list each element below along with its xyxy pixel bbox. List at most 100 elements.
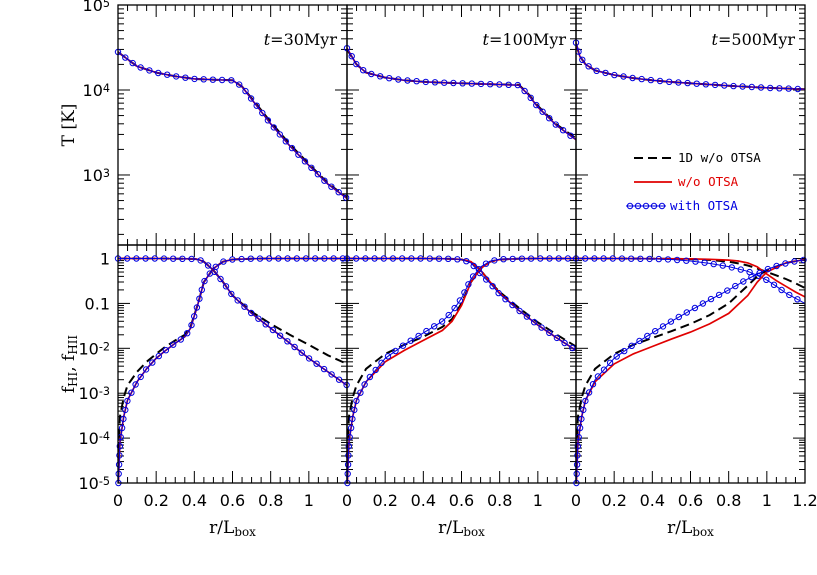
data-point-with-otsa — [357, 389, 364, 396]
data-point-with-otsa — [794, 85, 801, 93]
series-line-1d-wo-otsa — [118, 257, 347, 365]
data-point-with-otsa — [576, 424, 584, 432]
data-point-with-otsa — [800, 256, 807, 264]
data-point-with-otsa — [764, 265, 772, 273]
data-point-with-otsa — [692, 258, 699, 265]
data-point-with-otsa — [392, 347, 399, 355]
data-point-with-otsa — [786, 291, 793, 299]
data-point-with-otsa — [170, 341, 177, 348]
data-point-with-otsa — [342, 194, 350, 201]
data-point-with-otsa — [773, 262, 780, 270]
x-tick-label: 0.6 — [678, 491, 703, 510]
data-point-with-otsa — [652, 328, 659, 335]
data-point-with-otsa — [456, 297, 464, 304]
data-point-with-otsa — [613, 353, 620, 360]
data-point-with-otsa — [737, 266, 744, 273]
x-axis-label: r/Lbox — [667, 518, 714, 539]
legend-swatch-marker — [650, 202, 658, 210]
data-point-with-otsa — [149, 359, 156, 366]
data-point-with-otsa — [201, 277, 208, 285]
data-point-with-otsa — [177, 336, 185, 343]
x-tick-label: 0.4 — [182, 491, 207, 510]
data-point-with-otsa — [600, 366, 608, 373]
data-point-with-otsa — [559, 127, 567, 134]
data-point-with-otsa — [699, 300, 707, 307]
series-line-1d-wo-otsa — [118, 257, 347, 452]
data-point-with-otsa — [675, 313, 682, 321]
data-point-with-otsa — [638, 75, 645, 83]
data-point-with-otsa — [637, 255, 644, 262]
data-point-with-otsa — [142, 366, 150, 373]
data-point-with-otsa — [313, 360, 320, 367]
data-point-with-otsa — [593, 67, 600, 75]
data-point-with-otsa — [538, 324, 545, 331]
data-point-with-otsa — [546, 255, 553, 262]
data-point-with-otsa — [308, 164, 315, 172]
data-point-with-otsa — [321, 255, 328, 262]
data-point-with-otsa — [514, 81, 521, 89]
panel-fraction-100Myr: 0 0.2 0.4 0.6 0.8 1 r/Lbox — [342, 244, 577, 539]
series-line-with-otsa — [118, 258, 347, 386]
data-point-with-otsa — [450, 79, 457, 87]
data-point-with-otsa — [763, 276, 770, 283]
series-line-with-otsa — [347, 258, 576, 351]
data-point-with-otsa — [353, 397, 360, 405]
data-point-with-otsa — [732, 282, 739, 290]
data-point-with-otsa — [129, 59, 136, 67]
x-axis-label: r/Lbox — [209, 518, 256, 539]
data-point-with-otsa — [259, 109, 266, 117]
data-point-with-otsa — [234, 297, 241, 304]
data-point-with-otsa — [218, 76, 226, 84]
data-point-with-otsa — [124, 255, 131, 262]
x-tick-label: 0.4 — [411, 491, 436, 510]
data-point-with-otsa — [361, 381, 368, 388]
data-point-with-otsa — [133, 255, 140, 262]
series-line-1d-wo-otsa — [118, 51, 347, 199]
x-tick-label: 0.2 — [372, 491, 397, 510]
x-tick-label: 1.2 — [792, 491, 817, 510]
data-point-with-otsa — [256, 255, 264, 262]
data-point-with-otsa — [269, 326, 277, 334]
panel-frame — [346, 244, 577, 484]
data-point-with-otsa — [569, 344, 576, 352]
legend-item: with OTSA — [626, 198, 738, 213]
y-tick-label: 1 — [100, 250, 110, 269]
data-point-with-otsa — [483, 276, 490, 283]
data-point-with-otsa — [740, 278, 747, 285]
data-point-with-otsa — [422, 78, 429, 86]
data-point-with-otsa — [247, 95, 255, 102]
data-point-with-otsa — [320, 365, 328, 373]
data-point-with-otsa — [118, 424, 126, 432]
data-point-with-otsa — [778, 286, 785, 294]
y-tick-label: 103 — [83, 166, 110, 185]
panel-fraction-30Myr: 1 0.1 10-2 10-3 10-4 10-5 fHI, fHII 0 0.2 0.4 0.6 0… — [59, 244, 350, 539]
data-point-with-otsa — [264, 117, 272, 124]
data-point-with-otsa — [594, 373, 602, 380]
data-point-with-otsa — [344, 461, 352, 468]
y-tick-label: 10-2 — [78, 339, 110, 358]
data-point-with-otsa — [426, 255, 433, 262]
data-point-with-otsa — [395, 76, 402, 83]
data-point-with-otsa — [276, 332, 284, 339]
data-point-with-otsa — [191, 313, 198, 320]
data-point-with-otsa — [220, 258, 227, 265]
data-point-with-otsa — [188, 255, 195, 263]
data-point-with-otsa — [611, 71, 618, 79]
data-point-with-otsa — [683, 309, 690, 316]
data-point-with-otsa — [348, 53, 355, 60]
data-point-with-otsa — [228, 290, 235, 298]
data-point-with-otsa — [647, 76, 655, 84]
data-point-with-otsa — [461, 289, 468, 296]
data-point-with-otsa — [533, 101, 540, 109]
data-point-with-otsa — [275, 255, 282, 262]
data-point-with-otsa — [116, 452, 123, 459]
data-point-with-otsa — [702, 81, 710, 88]
data-point-with-otsa — [757, 84, 765, 91]
data-point-with-otsa — [173, 73, 180, 80]
data-point-with-otsa — [288, 144, 296, 152]
x-tick-label: 0.8 — [487, 491, 512, 510]
data-point-with-otsa — [748, 273, 755, 281]
x-tick-label: 0.8 — [258, 491, 283, 510]
data-point-with-otsa — [715, 291, 723, 299]
data-point-with-otsa — [785, 85, 792, 92]
